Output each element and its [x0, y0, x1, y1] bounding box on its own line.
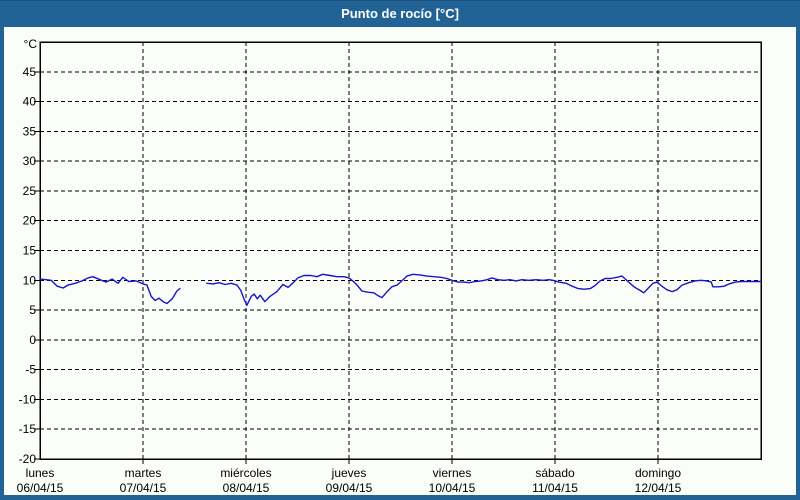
- y-tick-label: 45: [23, 65, 37, 79]
- y-tick-label: 10: [23, 273, 37, 287]
- chart-area: 45 40 35 30 25 20 15 10 5 0 -5 -10 -15 -20 °C lunes 06/0…: [4, 27, 796, 495]
- y-tick-label: 20: [23, 214, 37, 228]
- day-name-label: jueves: [331, 466, 367, 480]
- day-date-label: 11/04/15: [532, 481, 578, 495]
- day-name-label: martes: [125, 466, 162, 480]
- day-date-label: 07/04/15: [120, 481, 167, 495]
- y-tick-label: -5: [25, 363, 36, 377]
- day-date-label: 06/04/15: [17, 481, 64, 495]
- title-bar: Punto de rocío [°C]: [0, 1, 800, 26]
- day-name-label: viernes: [433, 466, 472, 480]
- plot-border: [39, 41, 762, 460]
- y-tick-label: 40: [23, 95, 37, 109]
- day-date-label: 08/04/15: [223, 481, 270, 495]
- day-date-label: 10/04/15: [429, 481, 476, 495]
- day-date-label: 09/04/15: [326, 481, 373, 495]
- y-tick-label: 5: [29, 303, 36, 317]
- day-name-label: sábado: [535, 466, 575, 480]
- data-line: [39, 273, 762, 306]
- day-name-label: lunes: [26, 466, 55, 480]
- window-title: Punto de rocío [°C]: [341, 6, 459, 21]
- y-tick-label: 30: [23, 154, 37, 168]
- day-name-label: miércoles: [220, 466, 271, 480]
- y-tick-label: 0: [29, 333, 36, 347]
- dew-point-chart: 45 40 35 30 25 20 15 10 5 0 -5 -10 -15 -20 °C lunes06/0…: [17, 37, 762, 495]
- y-tick-label: -10: [19, 392, 37, 406]
- y-unit-label: °C: [24, 37, 38, 51]
- y-tick-label: 25: [23, 184, 37, 198]
- y-tick-label: -15: [19, 422, 37, 436]
- day-date-label: 12/04/15: [635, 481, 682, 495]
- day-name-label: domingo: [635, 466, 681, 480]
- y-tick-label: 35: [23, 124, 37, 138]
- y-tick-label: -20: [19, 452, 37, 466]
- y-tick-label: 15: [23, 244, 37, 258]
